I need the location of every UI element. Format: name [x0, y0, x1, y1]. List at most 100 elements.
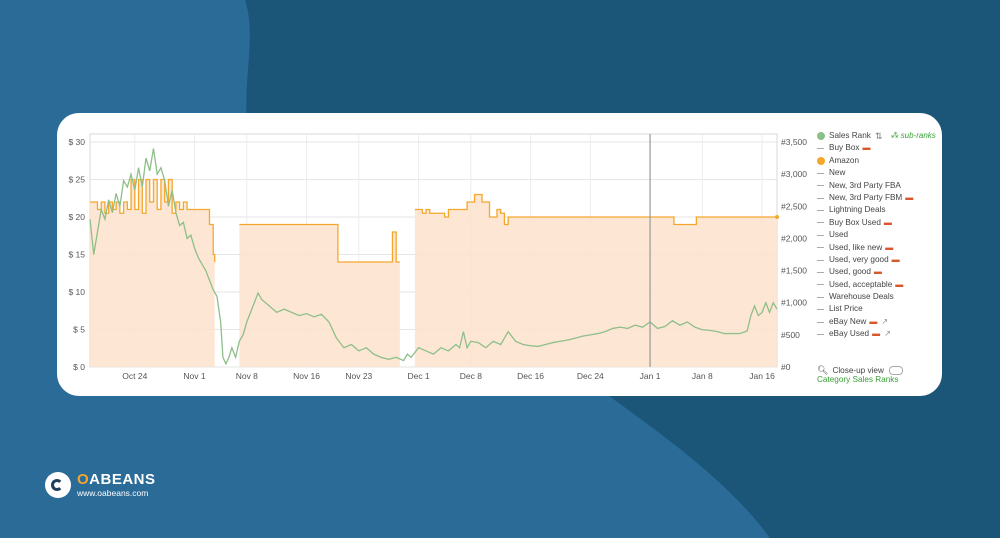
magnifier-icon: 🔍︎ — [817, 365, 829, 375]
y-left-tick-label: $ 15 — [68, 250, 85, 260]
line-swatch-icon — [817, 321, 824, 323]
x-tick-label: Nov 23 — [345, 371, 372, 381]
legend-item-label: Used — [829, 230, 849, 240]
line-swatch-icon — [817, 222, 824, 224]
x-tick-label: Dec 8 — [460, 371, 482, 381]
legend-item[interactable]: eBay New ▬ ↗ — [817, 316, 947, 328]
legend-item[interactable]: Used, good ▬ — [817, 266, 947, 278]
amazon-dot-icon — [817, 156, 825, 165]
legend-item-label: Amazon — [829, 155, 860, 165]
legend-item-label: eBay Used — [829, 329, 870, 339]
y-right-tick-label: #0 — [781, 362, 791, 372]
line-swatch-icon — [817, 271, 824, 273]
y-right-tick-label: #3,500 — [781, 137, 807, 147]
legend-item[interactable]: Lightning Deals — [817, 204, 947, 216]
y-right-tick-label: #500 — [781, 330, 800, 340]
legend-item-label: eBay New — [829, 316, 867, 326]
amazon-line — [414, 193, 777, 226]
external-link-icon[interactable]: ↗ — [881, 316, 889, 326]
y-right-tick-label: #2,500 — [781, 201, 807, 211]
truck-icon: ▬ — [883, 217, 892, 227]
x-tick-label: Jan 16 — [749, 371, 775, 381]
truck-icon: ▬ — [869, 316, 878, 326]
y-left-tick-label: $ 0 — [73, 362, 85, 372]
legend-item-label: New, 3rd Party FBM — [829, 192, 903, 202]
x-tick-label: Nov 8 — [236, 371, 258, 381]
line-swatch-icon — [817, 259, 824, 261]
legend-item-label: List Price — [829, 304, 863, 314]
line-swatch-icon — [817, 210, 824, 212]
legend-item[interactable]: Used, very good ▬ — [817, 254, 947, 266]
truck-icon: ▬ — [895, 279, 904, 289]
y-left-tick-label: $ 30 — [68, 137, 85, 147]
toggle-switch-icon[interactable] — [888, 366, 903, 375]
sales-rank-line — [89, 148, 778, 366]
legend-item[interactable]: Buy Box Used ▬ — [817, 217, 947, 229]
legend-item-label: Buy Box — [829, 143, 860, 153]
category-sales-ranks-link[interactable]: Category Sales Ranks — [817, 375, 899, 384]
legend-items: Buy Box ▬ Amazon New New, 3rd Party FBA New, … — [817, 142, 947, 340]
legend-item-label: New — [829, 168, 846, 178]
close-up-view-label: Close-up view — [832, 366, 884, 375]
legend-sales-rank[interactable]: Sales Rank ⇅ ⁂ sub-ranks — [817, 130, 947, 142]
legend-item-label: Buy Box Used — [829, 217, 881, 227]
brand-url: www.oabeans.com — [77, 488, 149, 498]
amazon-line — [239, 223, 400, 263]
legend-item[interactable]: Amazon — [817, 155, 947, 167]
external-link-icon[interactable]: ↗ — [884, 329, 891, 339]
truck-icon: ▬ — [862, 143, 871, 153]
brand-name-rest: ABEANS — [89, 471, 156, 488]
legend-item[interactable]: eBay Used ▬ ↗ — [817, 328, 947, 340]
legend-item-label: Used, good — [829, 267, 871, 277]
close-up-view-toggle[interactable]: 🔍︎ Close-up view — [817, 365, 903, 376]
legend-item[interactable]: New — [817, 167, 947, 179]
legend-item[interactable]: New, 3rd Party FBM ▬ — [817, 192, 947, 204]
legend-item-label: Lightning Deals — [829, 205, 886, 215]
line-swatch-icon — [817, 284, 824, 286]
line-swatch-icon — [817, 247, 824, 249]
y-right-tick-label: #2,000 — [781, 233, 807, 243]
truck-icon: ▬ — [873, 267, 882, 277]
brand-name-o: O — [77, 471, 90, 488]
x-tick-label: Jan 8 — [692, 371, 713, 381]
legend-item-label: Used, very good — [829, 254, 889, 264]
amazon-endpoint — [775, 215, 779, 219]
line-swatch-icon — [817, 148, 824, 150]
y-left-tick-label: $ 25 — [68, 175, 85, 185]
truck-icon: ▬ — [905, 192, 914, 202]
amazon-area — [239, 224, 400, 367]
line-swatch-icon — [817, 185, 824, 187]
y-right-tick-label: #3,000 — [781, 169, 807, 179]
y-left-tick-label: $ 5 — [73, 325, 85, 335]
truck-icon: ▬ — [885, 242, 894, 252]
y-left-tick-label: $ 10 — [68, 287, 85, 297]
legend-sales-rank-label: Sales Rank — [829, 131, 871, 140]
line-swatch-icon — [817, 333, 824, 335]
legend-item-label: New, 3rd Party FBA — [829, 180, 901, 190]
legend-item[interactable]: New, 3rd Party FBA — [817, 180, 947, 192]
legend-item-label: Warehouse Deals — [829, 292, 894, 302]
amazon-area — [90, 179, 215, 367]
sales-rank-dot-icon — [817, 132, 825, 141]
legend-item[interactable]: Used, acceptable ▬ — [817, 279, 947, 291]
sort-icon[interactable]: ⇅ — [874, 131, 883, 141]
amazon-area — [414, 194, 777, 367]
oabeans-logo-icon — [45, 472, 71, 498]
x-tick-label: Oct 24 — [122, 371, 147, 381]
x-tick-label: Dec 1 — [407, 371, 429, 381]
brand-logo: OABEANS www.oabeans.com — [45, 472, 156, 498]
truck-icon: ▬ — [891, 254, 900, 264]
line-swatch-icon — [817, 296, 824, 298]
legend-item[interactable]: Warehouse Deals — [817, 291, 947, 303]
legend-item[interactable]: Used — [817, 229, 947, 241]
legend-item[interactable]: Used, like new ▬ — [817, 242, 947, 254]
truck-icon: ▬ — [872, 329, 881, 339]
sub-ranks-link[interactable]: ⁂ sub-ranks — [890, 131, 936, 140]
x-tick-label: Nov 16 — [293, 371, 320, 381]
legend-item[interactable]: Buy Box ▬ — [817, 142, 947, 154]
x-tick-label: Dec 16 — [517, 371, 544, 381]
brand-name: OABEANS — [77, 472, 156, 488]
legend-item[interactable]: List Price — [817, 303, 947, 315]
line-swatch-icon — [817, 309, 824, 311]
